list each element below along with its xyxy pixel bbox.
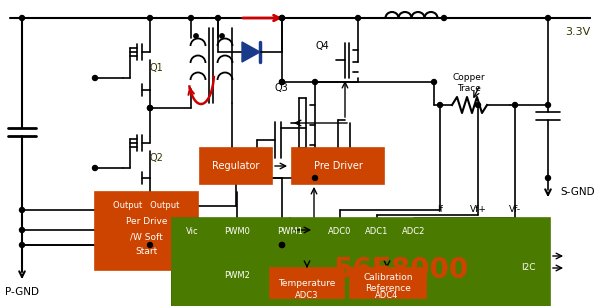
Text: Calibration
Reference: Calibration Reference — [363, 273, 413, 293]
Circle shape — [148, 242, 152, 248]
Circle shape — [92, 76, 98, 80]
Text: I2C: I2C — [521, 263, 535, 271]
Circle shape — [280, 242, 284, 248]
Text: ADC0: ADC0 — [328, 226, 352, 236]
Text: Vf-: Vf- — [509, 206, 521, 215]
Text: Q2: Q2 — [149, 153, 163, 163]
Circle shape — [20, 16, 25, 21]
Text: Vf+: Vf+ — [470, 206, 487, 215]
Circle shape — [437, 103, 442, 107]
Text: ADC1: ADC1 — [365, 226, 389, 236]
Circle shape — [20, 207, 25, 212]
Text: PWM1: PWM1 — [277, 226, 303, 236]
Circle shape — [280, 80, 284, 84]
Text: Regulator: Regulator — [212, 161, 260, 171]
Circle shape — [475, 103, 481, 107]
Bar — [95, 192, 198, 270]
Circle shape — [545, 16, 550, 21]
Circle shape — [442, 16, 446, 21]
Circle shape — [148, 106, 152, 110]
Bar — [292, 148, 384, 184]
Text: ADC2: ADC2 — [403, 226, 425, 236]
Circle shape — [545, 176, 550, 181]
Text: /W Soft: /W Soft — [130, 233, 163, 241]
Circle shape — [20, 227, 25, 233]
Text: S-GND: S-GND — [560, 187, 595, 197]
Text: ADC3: ADC3 — [295, 292, 319, 300]
Text: Copper
Trace: Copper Trace — [452, 73, 485, 93]
Circle shape — [188, 16, 193, 21]
Text: 56F8000: 56F8000 — [334, 256, 469, 284]
Text: If: If — [437, 206, 443, 215]
Bar — [200, 148, 272, 184]
Text: Q3: Q3 — [274, 83, 288, 93]
Circle shape — [92, 166, 98, 170]
Text: P-GND: P-GND — [5, 287, 39, 297]
Circle shape — [313, 176, 317, 181]
Text: Per Drive: Per Drive — [126, 218, 167, 226]
Circle shape — [148, 106, 152, 110]
Circle shape — [355, 16, 361, 21]
Circle shape — [148, 16, 152, 21]
Bar — [172, 218, 550, 306]
Text: Start: Start — [136, 248, 158, 256]
Circle shape — [280, 80, 284, 84]
Circle shape — [194, 34, 198, 38]
Text: Pre Driver: Pre Driver — [314, 161, 362, 171]
Circle shape — [280, 16, 284, 21]
Text: Output   Output: Output Output — [113, 201, 179, 211]
Text: Q4: Q4 — [315, 41, 329, 51]
Bar — [350, 268, 426, 298]
Circle shape — [280, 16, 284, 21]
Circle shape — [512, 103, 517, 107]
Text: PWM2: PWM2 — [224, 271, 250, 281]
Text: ADC4: ADC4 — [376, 292, 398, 300]
Text: Vic: Vic — [186, 226, 199, 236]
Text: Q1: Q1 — [149, 63, 163, 73]
Bar — [270, 268, 344, 298]
Text: 3.3V: 3.3V — [565, 27, 590, 37]
Text: PWM0: PWM0 — [224, 226, 250, 236]
Circle shape — [20, 242, 25, 248]
Polygon shape — [242, 42, 260, 62]
Circle shape — [280, 242, 284, 248]
Circle shape — [545, 103, 550, 107]
Circle shape — [431, 80, 436, 84]
Text: Temperature: Temperature — [278, 278, 335, 288]
Circle shape — [215, 16, 221, 21]
Circle shape — [220, 34, 224, 38]
Circle shape — [313, 80, 317, 84]
